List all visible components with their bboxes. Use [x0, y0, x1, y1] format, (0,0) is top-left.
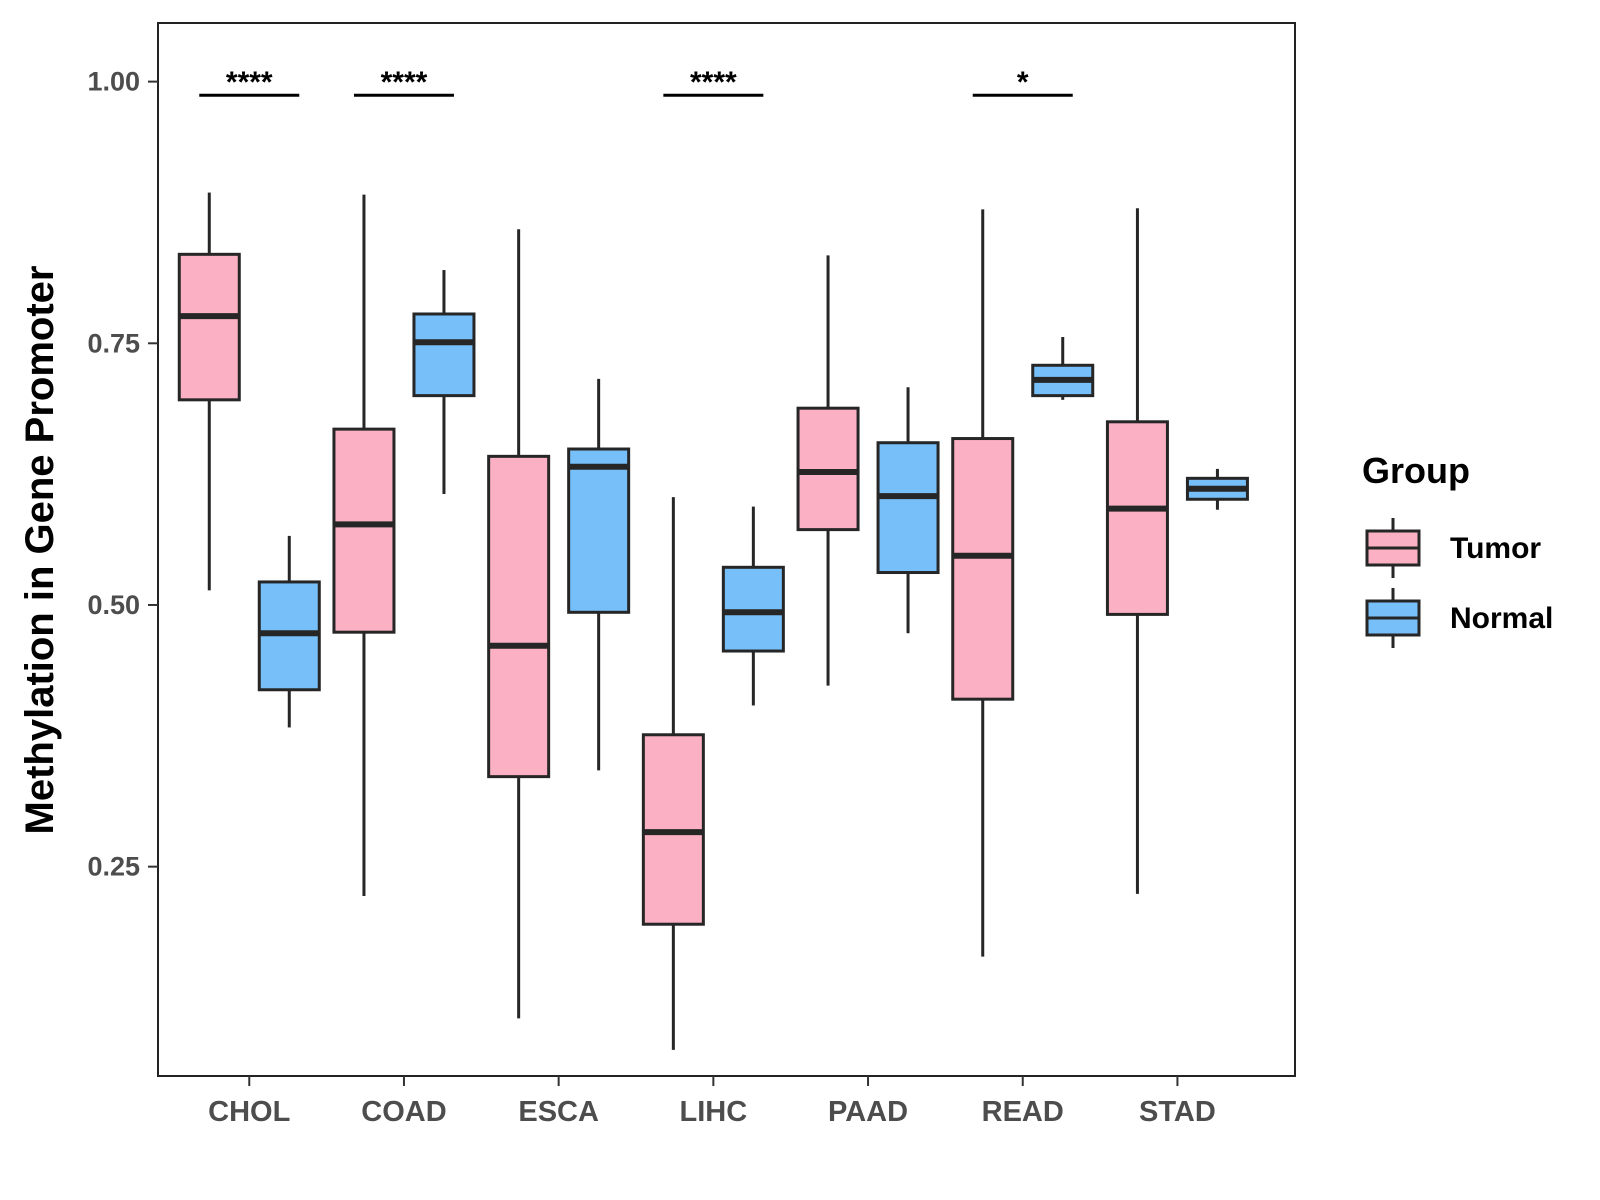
box-normal-read — [1031, 337, 1095, 400]
significance-label: **** — [226, 66, 273, 99]
x-tick-label: PAAD — [828, 1096, 908, 1128]
box-tumor-stad — [1105, 208, 1169, 894]
legend: Group Tumor Normal — [1362, 450, 1553, 648]
legend-entry-normal: Normal — [1365, 588, 1553, 648]
box-body — [567, 447, 631, 614]
box-normal-coad — [412, 270, 476, 495]
significance-annotations: **** **** **** * — [199, 66, 1073, 99]
box-tumor-coad — [332, 194, 396, 896]
x-tick-label: STAD — [1139, 1096, 1216, 1128]
y-axis-label: Methylation in Gene Promoter — [18, 266, 62, 835]
box-normal-paad — [876, 387, 940, 634]
legend-entry-tumor: Tumor — [1365, 518, 1541, 578]
significance-label: **** — [690, 66, 737, 99]
x-tick-label: LIHC — [680, 1096, 748, 1128]
y-axis: 0.25 0.50 0.75 1.00 — [87, 67, 158, 882]
y-tick-label: 0.25 — [87, 852, 140, 882]
x-tick-label: CHOL — [208, 1096, 290, 1128]
box-body — [1105, 420, 1169, 616]
x-axis: CHOL COAD ESCA LIHC PAAD READ STAD — [208, 1076, 1216, 1128]
box-body — [332, 427, 396, 634]
box-tumor-lihc — [641, 497, 705, 1050]
significance-label: **** — [381, 66, 428, 99]
box-body — [721, 565, 785, 653]
box-tumor-paad — [796, 255, 860, 686]
legend-title: Group — [1362, 450, 1470, 491]
box-normal-stad — [1185, 468, 1249, 510]
box-body — [412, 312, 476, 398]
x-tick-label: COAD — [361, 1096, 446, 1128]
y-tick-label: 0.75 — [87, 328, 140, 358]
box-body — [177, 252, 241, 402]
box-body — [876, 441, 940, 575]
box-tumor-chol — [177, 192, 241, 591]
legend-label: Normal — [1450, 602, 1553, 635]
legend-label: Tumor — [1450, 532, 1541, 565]
x-tick-label: READ — [982, 1096, 1064, 1128]
box-normal-lihc — [721, 506, 785, 706]
box-normal-esca — [567, 378, 631, 771]
boxes — [177, 192, 1249, 1050]
y-tick-label: 0.50 — [87, 590, 140, 620]
significance-label: * — [1017, 66, 1029, 99]
box-tumor-read — [951, 209, 1015, 957]
box-normal-chol — [257, 535, 321, 728]
y-tick-label: 1.00 — [87, 67, 140, 97]
box-body — [951, 437, 1015, 701]
box-tumor-esca — [487, 229, 551, 1019]
box-body — [487, 454, 551, 779]
box-body — [796, 406, 860, 532]
x-tick-label: ESCA — [518, 1096, 599, 1128]
